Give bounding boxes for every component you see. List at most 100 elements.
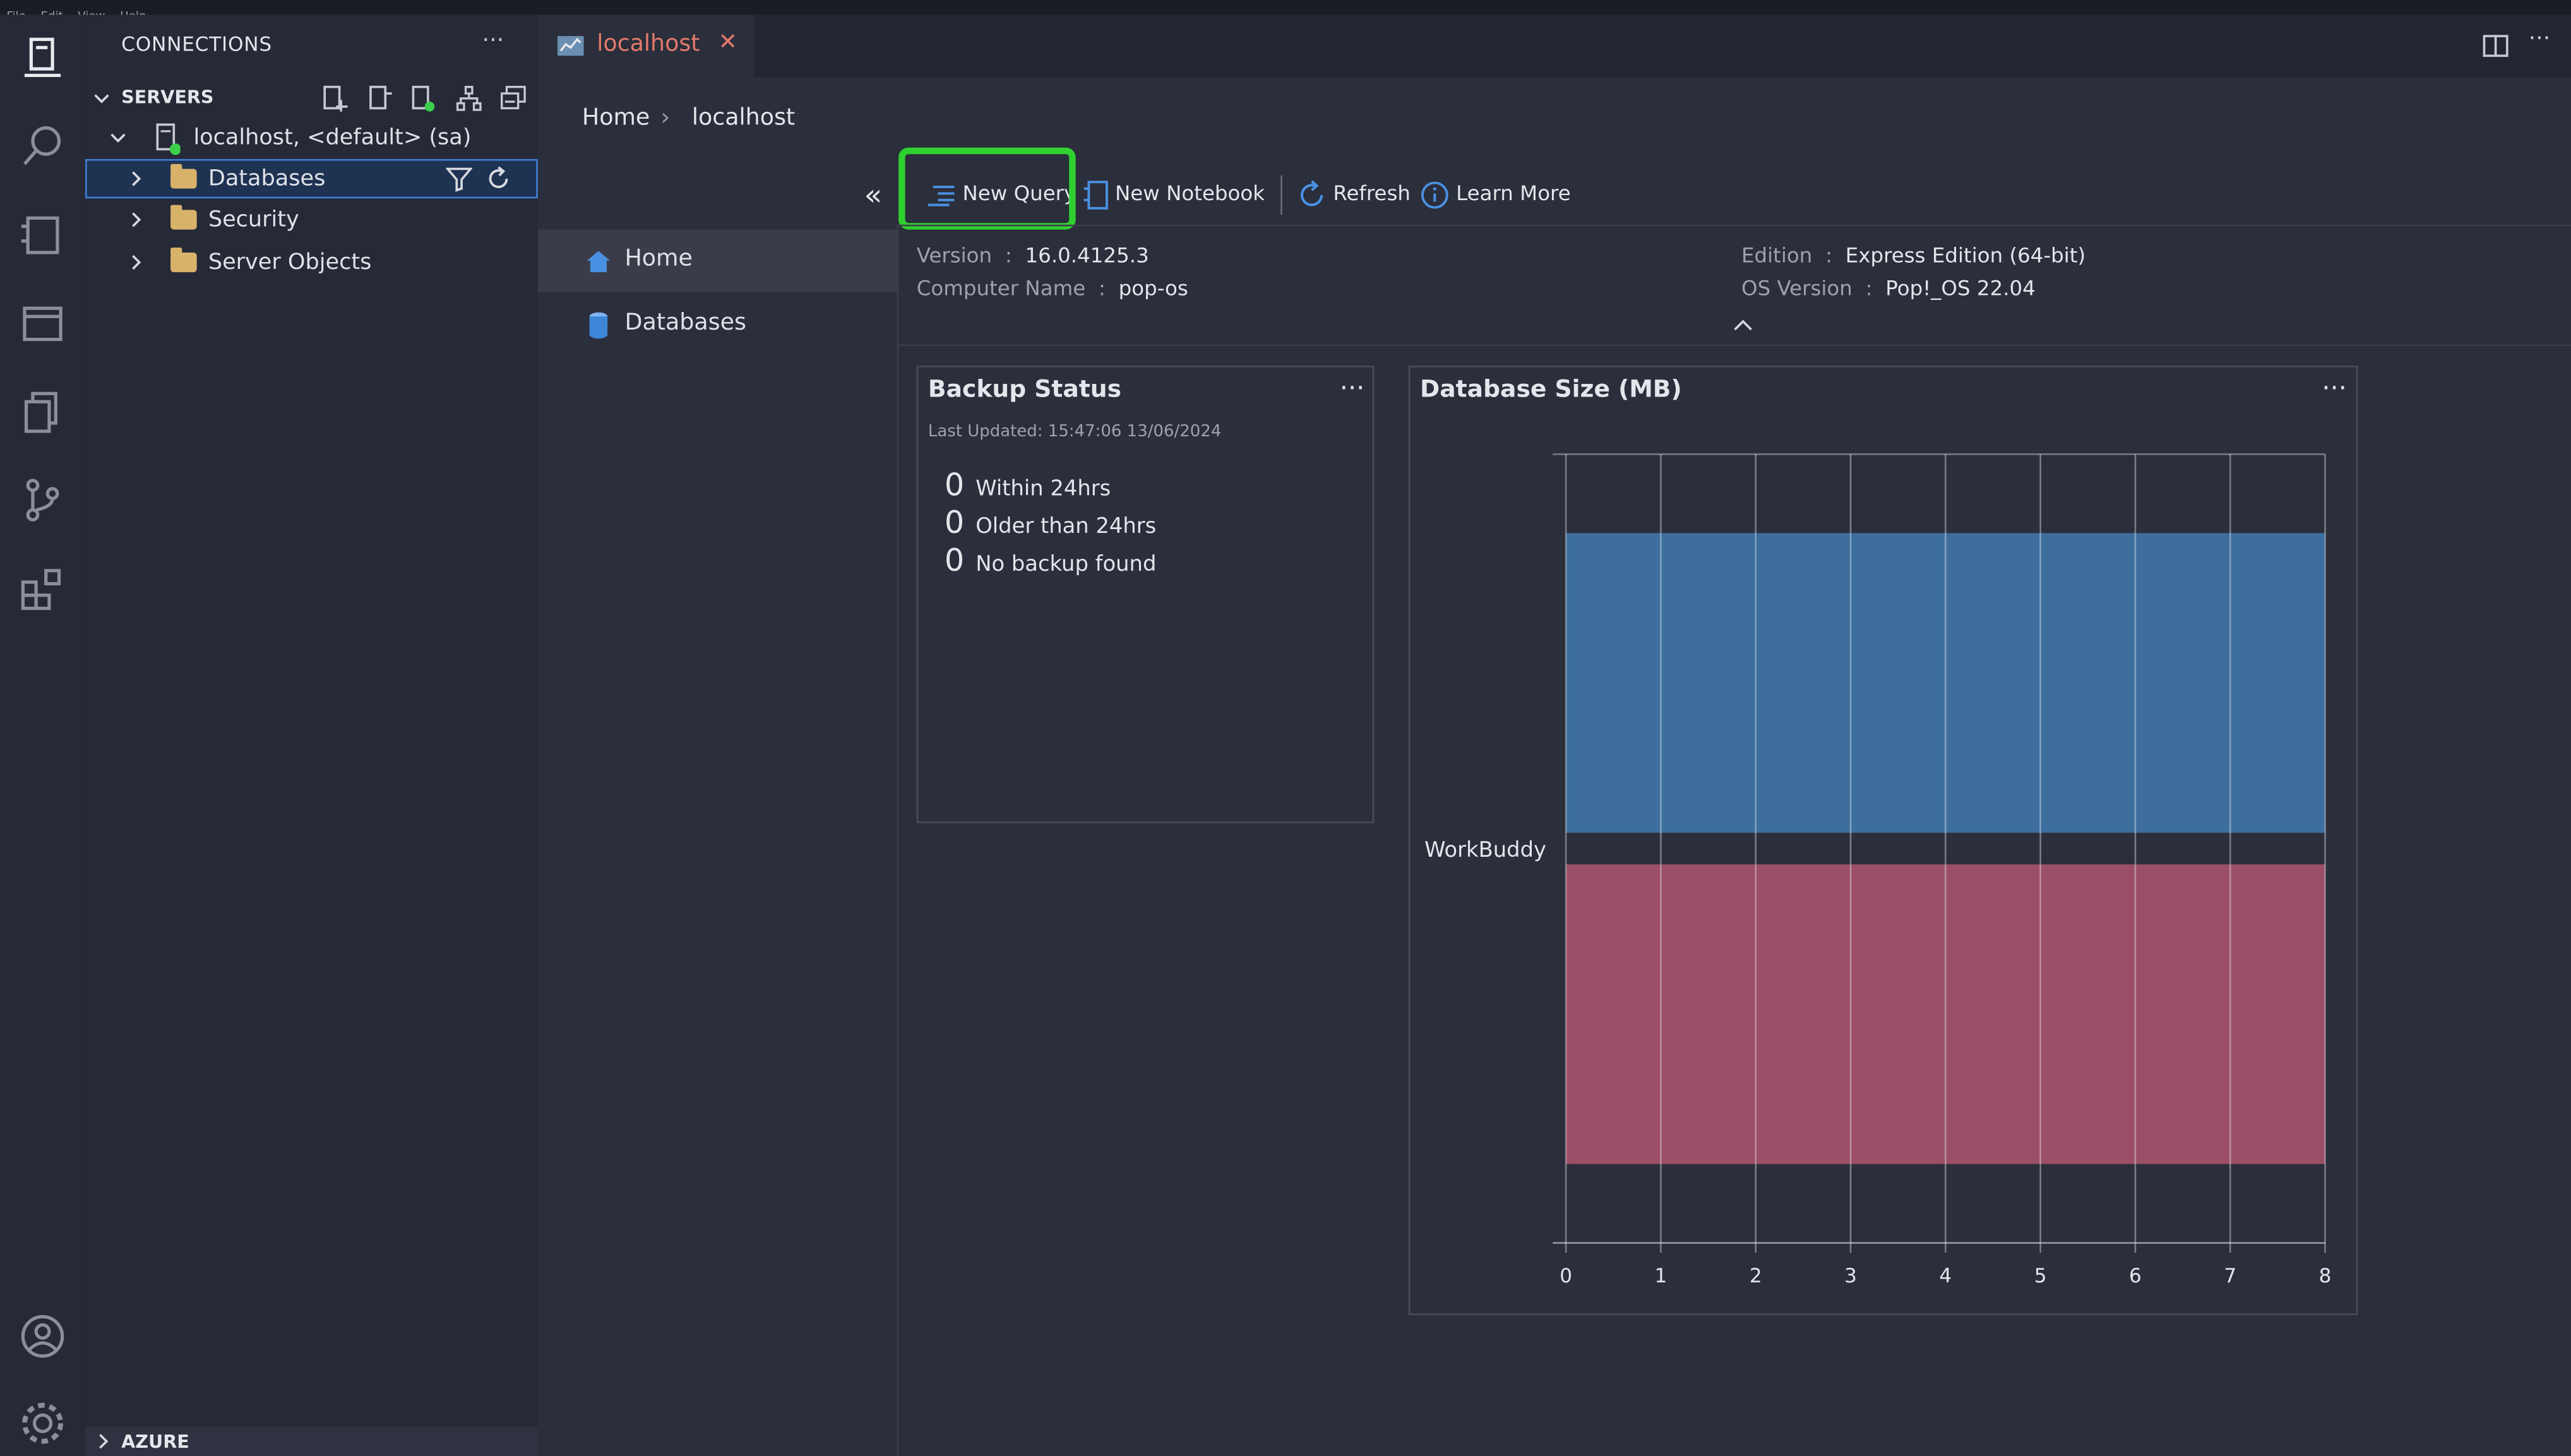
sidebar-more-icon[interactable]: ··· <box>482 28 504 54</box>
no-backup-count: 0 <box>944 542 965 579</box>
tree-item-security[interactable]: Security <box>85 200 538 239</box>
x-tick-label: 4 <box>1939 1265 1952 1287</box>
new-server-group-icon[interactable] <box>367 83 394 113</box>
toolbar-divider <box>898 224 2571 227</box>
tab-localhost[interactable]: localhost ✕ <box>537 15 755 78</box>
within-24hrs-label: Within 24hrs <box>975 477 1111 502</box>
servers-section-label: SERVERS <box>121 87 214 109</box>
older-than-24hrs-count: 0 <box>944 504 965 542</box>
computer-name-label: Computer Name <box>916 275 1086 301</box>
connections-icon[interactable] <box>16 31 69 83</box>
breadcrumb-separator-icon: › <box>660 105 671 131</box>
collapse-all-icon[interactable] <box>500 85 527 112</box>
os-version-label: OS Version <box>1741 275 1852 301</box>
home-icon <box>587 251 611 273</box>
tree-item-label: Security <box>208 206 299 233</box>
servers-section-header[interactable]: SERVERS <box>85 80 538 116</box>
activity-bar <box>0 15 86 1456</box>
notebooks-icon[interactable] <box>16 208 69 261</box>
dashboard-nav: Home Databases <box>537 229 899 1456</box>
active-connections-icon[interactable] <box>410 83 436 113</box>
computer-name-value: pop-os <box>1118 275 1188 301</box>
colon: : <box>1005 242 1012 268</box>
computer-name-property: Computer Name : pop-os <box>917 275 1188 300</box>
extensions-icon[interactable] <box>16 563 69 615</box>
nav-item-databases[interactable]: Databases <box>538 294 898 356</box>
breadcrumb-current[interactable]: localhost <box>691 105 796 131</box>
older-than-24hrs-label: Older than 24hrs <box>975 515 1157 540</box>
tree-item-databases[interactable]: Databases <box>85 158 538 199</box>
split-editor-icon[interactable] <box>2483 33 2509 59</box>
folder-icon <box>170 164 197 189</box>
highlight-box <box>898 147 1076 230</box>
azure-section-header[interactable]: AZURE <box>85 1426 538 1456</box>
backup-status-widget: Backup Status ··· Last Updated: 15:47:06… <box>916 366 1375 823</box>
source-control-icon[interactable] <box>16 474 69 527</box>
server-icon <box>156 123 181 155</box>
within-24hrs-count: 0 <box>944 467 965 504</box>
tree-item-server-objects[interactable]: Server Objects <box>85 242 538 282</box>
x-tick-label: 3 <box>1844 1265 1857 1287</box>
chart-title: Database Size (MB) <box>1420 377 1682 403</box>
bar-0 <box>1566 533 2325 833</box>
server-node-label: localhost, <default> (sa) <box>193 124 472 151</box>
server-node-localhost[interactable]: localhost, <default> (sa) <box>85 118 538 157</box>
refresh-icon[interactable] <box>486 165 512 192</box>
search-icon[interactable] <box>16 120 69 172</box>
chevron-right-icon <box>132 171 141 186</box>
breadcrumb-home[interactable]: Home <box>582 105 650 131</box>
version-property: Version : 16.0.4125.3 <box>917 242 1149 267</box>
info-icon <box>1421 181 1448 209</box>
chevron-right-icon <box>132 254 141 270</box>
nav-item-label: Databases <box>624 309 746 337</box>
new-connection-icon[interactable] <box>321 83 348 113</box>
collapse-nav-icon[interactable]: « <box>864 179 883 213</box>
refresh-icon <box>1300 180 1323 206</box>
filter-icon[interactable] <box>446 167 472 192</box>
dashboard-icon <box>557 36 584 56</box>
nav-item-home[interactable]: Home <box>537 229 899 292</box>
new-notebook-label: New Notebook <box>1114 180 1265 205</box>
bar-1 <box>1566 864 2325 1164</box>
tab-label: localhost <box>597 31 700 57</box>
os-version-property: OS Version : Pop!_OS 22.04 <box>1741 275 2036 300</box>
last-updated-text: Last Updated: 15:47:06 13/06/2024 <box>928 423 1222 441</box>
toolbar-separator <box>1280 175 1282 215</box>
folder-icon <box>170 205 197 230</box>
files-icon[interactable] <box>16 385 69 438</box>
widget-more-icon[interactable]: ··· <box>2322 372 2347 403</box>
properties-divider <box>898 344 2571 346</box>
x-tick-label: 7 <box>2224 1265 2236 1287</box>
explorer-icon[interactable] <box>16 297 69 349</box>
account-icon[interactable] <box>16 1310 69 1363</box>
colon: : <box>1825 242 1833 268</box>
settings-gear-icon[interactable] <box>16 1397 69 1450</box>
widget-more-icon[interactable]: ··· <box>1339 372 1365 403</box>
no-backup-label: No backup found <box>975 552 1157 578</box>
tree-item-label: Server Objects <box>208 249 372 276</box>
learn-more-label: Learn More <box>1456 180 1571 205</box>
close-icon[interactable]: ✕ <box>718 29 737 56</box>
edition-value: Express Edition (64-bit) <box>1845 242 2086 268</box>
azure-section-label: AZURE <box>121 1431 189 1453</box>
colon: : <box>1865 275 1873 301</box>
x-tick-label: 0 <box>1560 1265 1572 1287</box>
chevron-right-icon <box>99 1434 109 1449</box>
backup-status-title: Backup Status <box>928 377 1122 403</box>
menu-bar: File Edit View Help <box>0 0 2571 23</box>
editor-tab-strip: localhost ✕ ··· <box>537 15 2571 78</box>
x-tick-label: 6 <box>2129 1265 2142 1287</box>
x-tick-label: 2 <box>1750 1265 1762 1287</box>
edition-label: Edition <box>1741 242 1813 268</box>
refresh-label: Refresh <box>1333 180 1411 205</box>
database-size-widget: Database Size (MB) ··· <box>1408 366 2358 1315</box>
os-version-value: Pop!_OS 22.04 <box>1885 275 2036 301</box>
editor-more-icon[interactable]: ··· <box>2528 26 2551 53</box>
chevron-up-icon[interactable] <box>1733 318 1753 331</box>
tree-item-label: Databases <box>208 165 326 192</box>
new-query-icon <box>928 186 955 206</box>
new-query-label: New Query <box>962 180 1077 205</box>
x-tick-label: 8 <box>2319 1265 2332 1287</box>
tree-view-icon[interactable] <box>456 85 482 112</box>
notebook-icon <box>1083 181 1108 210</box>
